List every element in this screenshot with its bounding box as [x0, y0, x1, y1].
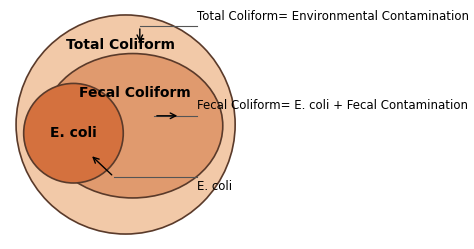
- Text: Fecal Coliform= E. coli + Fecal Contamination: Fecal Coliform= E. coli + Fecal Contamin…: [197, 99, 468, 112]
- Text: Total Coliform= Environmental Contamination: Total Coliform= Environmental Contaminat…: [197, 10, 469, 23]
- Text: E. coli: E. coli: [50, 126, 97, 140]
- Circle shape: [16, 15, 235, 234]
- Text: Fecal Coliform: Fecal Coliform: [79, 86, 191, 100]
- Ellipse shape: [43, 54, 223, 198]
- Text: Total Coliform: Total Coliform: [66, 38, 175, 52]
- Text: E. coli: E. coli: [197, 180, 232, 193]
- Circle shape: [24, 83, 123, 183]
